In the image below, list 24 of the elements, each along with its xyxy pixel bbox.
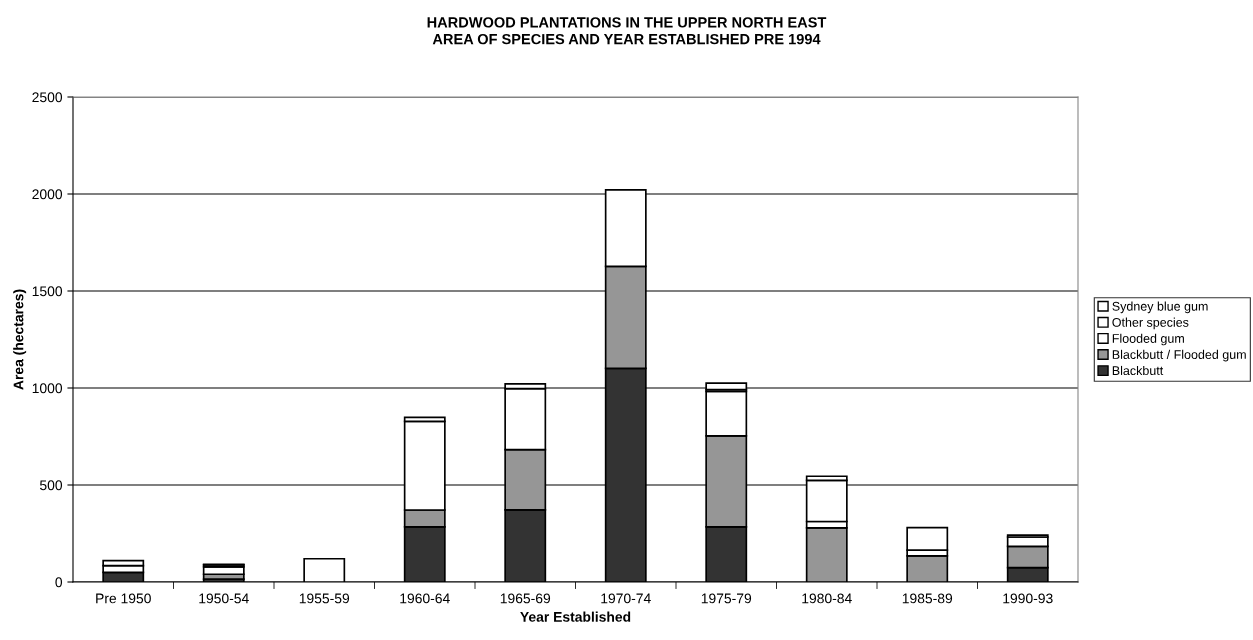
y-axis-title: Area (hectares) [13, 289, 27, 390]
legend-label: Sydney blue gum [1112, 301, 1208, 314]
legend-label: Blackbutt [1112, 365, 1164, 376]
x-tick-label: 1965-69 [500, 593, 551, 604]
x-tick-label: 1950-54 [199, 593, 249, 604]
y-tick-label: 500 [39, 480, 63, 491]
x-tick-label: 1975-79 [701, 593, 752, 604]
legend-label: Flooded gum [1112, 333, 1184, 346]
legend-label: Other species [1112, 317, 1189, 330]
legend-label: Blackbutt / Flooded gum [1112, 349, 1246, 362]
x-tick-label: 1960-64 [400, 593, 450, 604]
y-tick-label: 2500 [32, 92, 63, 103]
x-tick-label: 1980-84 [802, 593, 852, 604]
x-axis-title: Year Established [520, 611, 631, 622]
x-tick-label: 1970-74 [601, 593, 651, 604]
x-tick-label: 1955-59 [299, 593, 350, 604]
x-tick-label: 1985-89 [902, 593, 953, 604]
y-tick-label: 0 [55, 577, 63, 588]
chart-title: HARDWOOD PLANTATIONS IN THE UPPER NORTH EAST AREA OF SPECIES AND YEAR ESTABLISHED PRE 1994 [427, 17, 827, 45]
y-tick-label: 2000 [32, 189, 63, 200]
x-tick-label: Pre 1950 [96, 593, 151, 604]
y-tick-label: 1500 [32, 286, 63, 297]
y-tick-label: 1000 [32, 383, 63, 394]
x-tick-label: 1990-93 [1003, 593, 1053, 604]
